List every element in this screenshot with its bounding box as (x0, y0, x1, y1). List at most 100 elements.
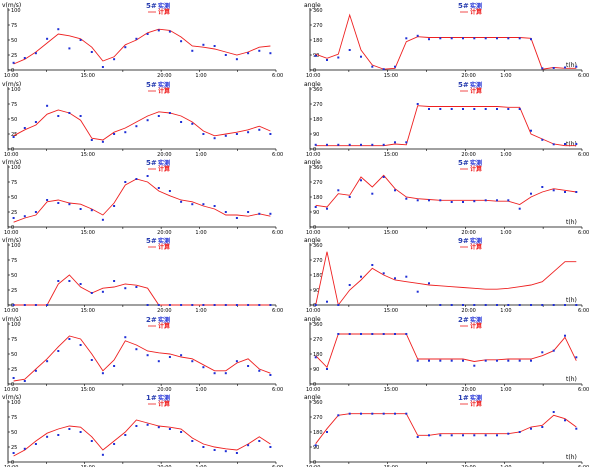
x-tick-label: 6:00 (578, 230, 589, 236)
series-measured-point (484, 434, 487, 437)
y-tick-label: 180 (313, 117, 323, 123)
series-measured-point (157, 304, 160, 306)
series-measured-point (496, 108, 498, 110)
series-measured-point (57, 350, 60, 352)
series-measured-point (101, 140, 104, 143)
series-measured-point (135, 348, 138, 351)
y-tick-label: 0 (313, 460, 316, 466)
series-measured-point (213, 449, 216, 451)
series-measured-point (564, 143, 566, 145)
series-measured-point (450, 201, 453, 203)
legend-measured: 实测 (470, 316, 482, 324)
series-measured-point (507, 359, 510, 362)
series-measured-point (360, 333, 362, 335)
x-tick-label: 1:00 (195, 230, 206, 236)
y-tick-label: 0 (313, 382, 316, 388)
series-measured-point (371, 65, 374, 68)
series-measured-point (90, 209, 93, 212)
series-measured-point (394, 333, 396, 335)
x-tick-label: 20:00 (157, 152, 171, 158)
y-tick-label: 360 (313, 400, 323, 406)
series-measured-point (68, 338, 71, 340)
y-axis-label: angle (304, 394, 321, 401)
y-tick-label: 360 (313, 8, 323, 14)
series-measured-point (530, 38, 532, 41)
series-measured-point (68, 203, 71, 206)
chart-panel: angle t(h) 0 90 180 270 360 10:00 15:00 20:00 1:00… (304, 81, 589, 158)
legend-computed: 计算 (158, 165, 170, 173)
y-tick-label: 75 (11, 102, 17, 108)
series-measured-point (348, 196, 351, 198)
series-measured-point (258, 212, 261, 215)
series-measured-point (326, 59, 328, 61)
x-tick-label: 20:00 (461, 73, 475, 79)
series-measured-point (462, 37, 464, 40)
series-measured-point (269, 446, 272, 448)
series-measured-point (496, 359, 498, 362)
series-measured-point (564, 191, 566, 193)
series-measured-point (473, 434, 476, 437)
y-tick-label: 0 (313, 147, 316, 153)
series-measured-point (124, 46, 127, 49)
series-computed-line (13, 419, 271, 457)
series-measured-point (79, 431, 82, 433)
legend-measured: 实测 (470, 237, 482, 245)
series-measured-point (101, 372, 104, 375)
series-measured-point (473, 304, 476, 306)
x-tick-label: 15:00 (384, 387, 398, 393)
series-measured-point (180, 354, 183, 357)
series-measured-point (124, 131, 127, 134)
series-measured-point (180, 40, 183, 43)
series-measured-point (518, 37, 521, 40)
chart-panel: v(m/s) 0 25 50 75 100 10:00 15:00 20:00 1:00 6:00 5… (2, 2, 283, 79)
x-tick-label: 10:00 (306, 465, 320, 467)
x-tick-label: 6:00 (578, 387, 589, 393)
series-measured-point (46, 304, 49, 306)
series-measured-point (416, 290, 419, 293)
series-measured-point (269, 374, 272, 376)
series-measured-point (428, 199, 430, 202)
series-measured-point (34, 304, 37, 306)
y-axis-label: angle (304, 237, 321, 244)
series-measured-point (235, 58, 238, 61)
series-measured-point (135, 425, 138, 427)
y-axis-label: angle (304, 2, 321, 9)
series-computed-line (13, 274, 271, 306)
series-measured-point (202, 446, 205, 448)
series-measured-point (12, 452, 15, 454)
y-tick-label: 180 (313, 352, 323, 358)
series-measured-point (564, 419, 566, 422)
series-measured-point (360, 179, 362, 182)
series-measured-point (57, 280, 60, 282)
x-tick-label: 20:00 (157, 387, 171, 393)
series-measured-point (269, 52, 272, 55)
series-measured-point (518, 431, 521, 433)
legend-measured: 实测 (158, 2, 170, 10)
series-measured-point (360, 275, 362, 278)
x-tick-label: 10:00 (4, 465, 18, 467)
series-computed-line (13, 335, 271, 382)
series-measured-point (552, 67, 555, 69)
series-measured-point (213, 205, 216, 207)
legend-measured: 实测 (158, 394, 170, 402)
x-tick-label: 1:00 (500, 230, 511, 236)
series-measured-point (564, 304, 566, 306)
series-measured-point (428, 108, 430, 110)
series-measured-point (34, 369, 37, 372)
series-measured-point (496, 199, 498, 202)
series-measured-point (247, 52, 250, 55)
series-measured-point (575, 356, 578, 359)
series-measured-point (180, 304, 183, 306)
series-measured-point (575, 65, 578, 68)
series-measured-point (382, 176, 385, 178)
series-measured-point (360, 412, 362, 415)
x-tick-label: 1:00 (500, 152, 511, 158)
series-measured-point (484, 108, 487, 110)
y-tick-label: 0 (11, 225, 14, 231)
x-tick-label: 10:00 (306, 230, 320, 236)
series-measured-point (518, 108, 521, 110)
series-measured-point (12, 377, 15, 379)
series-measured-point (124, 336, 127, 339)
y-tick-label: 0 (11, 303, 14, 309)
x-tick-label: 1:00 (195, 465, 206, 467)
